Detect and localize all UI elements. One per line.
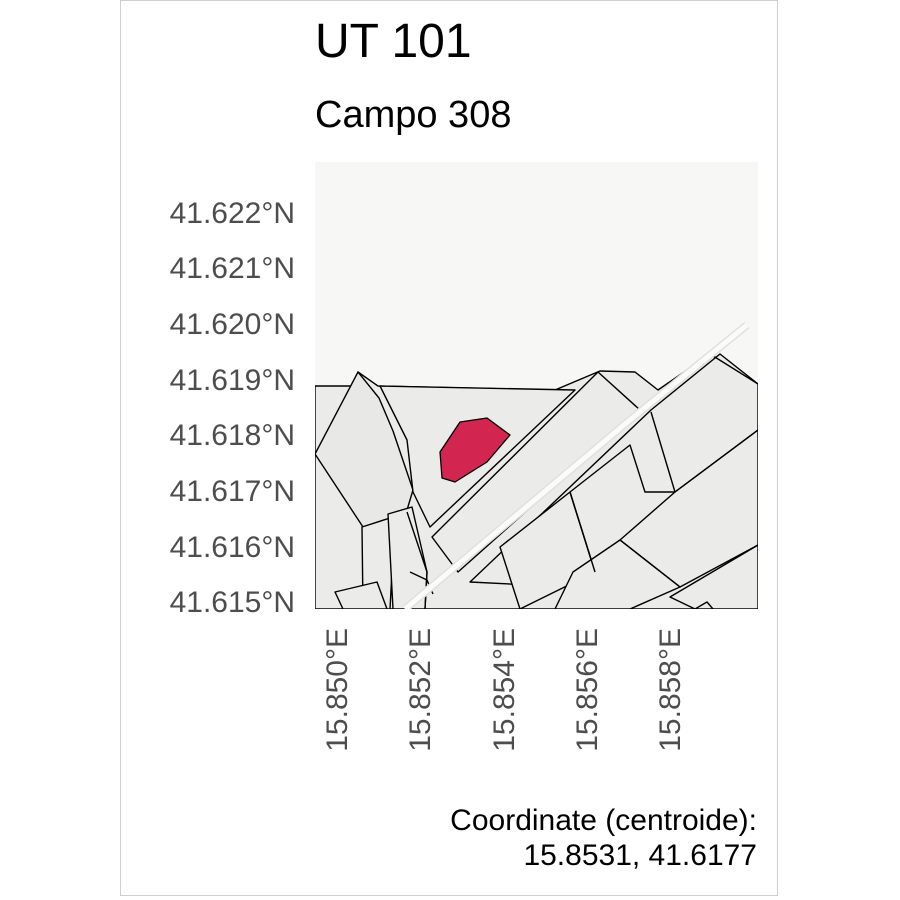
- parcel-boundary: [650, 411, 758, 493]
- land-parcel: [554, 539, 681, 609]
- lat-tick-label: 41.622°N: [169, 197, 295, 230]
- parcel-boundary: [709, 353, 758, 385]
- lon-tick-label: 15.852°E: [404, 628, 437, 752]
- lat-tick-label: 41.618°N: [169, 419, 295, 452]
- lat-tick-label: 41.615°N: [169, 586, 295, 619]
- lon-tick-label: 15.856°E: [571, 628, 604, 752]
- land-parcel: [669, 544, 758, 609]
- lon-tick-label: 15.858°E: [654, 628, 687, 752]
- land-parcel: [694, 601, 714, 609]
- parcel-map: [315, 162, 758, 609]
- map-subtitle: Campo 308: [315, 94, 512, 136]
- centroid-coordinates: 15.8531, 41.6177: [523, 839, 757, 873]
- land-parcel: [334, 581, 388, 609]
- lat-tick-label: 41.619°N: [169, 364, 295, 397]
- parcel-boundary: [569, 491, 596, 573]
- lat-tick-label: 41.616°N: [169, 531, 295, 564]
- centroid-caption-line: Coordinate (centroide):: [450, 804, 757, 837]
- map-title: UT 101: [315, 15, 472, 68]
- lat-tick-label: 41.620°N: [169, 308, 295, 341]
- lat-tick-label: 41.617°N: [169, 475, 295, 508]
- lat-tick-label: 41.621°N: [169, 252, 295, 285]
- parcel-boundary: [619, 539, 681, 588]
- lon-tick-label: 15.850°E: [321, 628, 354, 752]
- lon-tick-label: 15.854°E: [488, 628, 521, 752]
- centroid-caption: Coordinate (centroide): 15.8531, 41.6177: [450, 803, 757, 874]
- highlighted-field: [439, 417, 511, 483]
- road-strip: [403, 323, 749, 609]
